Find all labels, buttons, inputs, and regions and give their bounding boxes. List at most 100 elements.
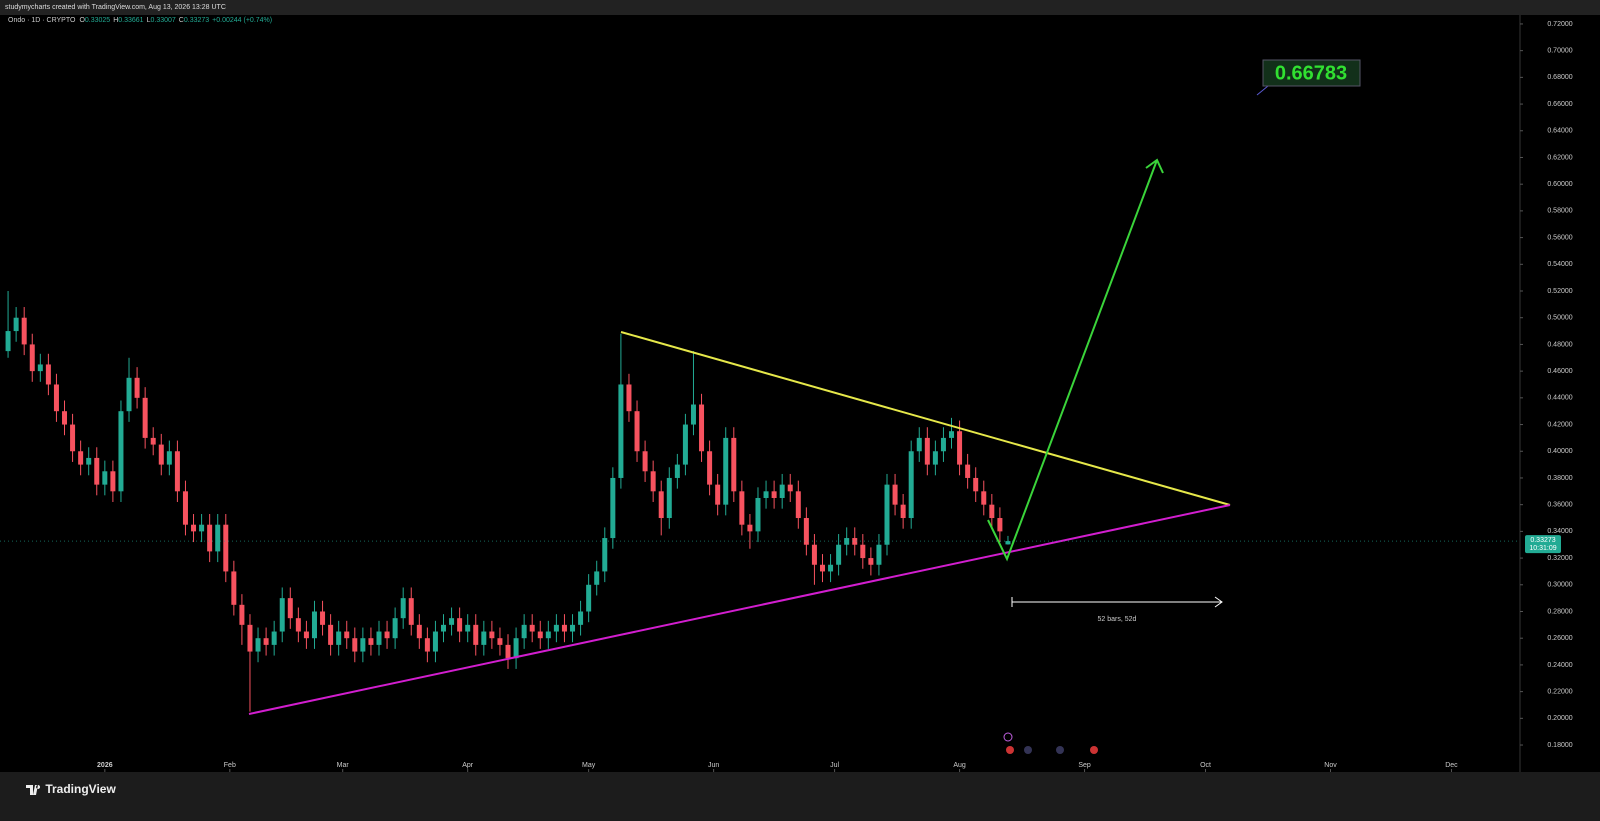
brand-text: TradingView xyxy=(45,782,116,796)
legend-value: +0.00244 (+0.74%) xyxy=(212,17,273,24)
y-tick-label: 0.56000 xyxy=(1547,234,1572,241)
x-tick-label: Apr xyxy=(462,762,474,769)
legend-key: L xyxy=(146,17,151,24)
x-tick-label: Nov xyxy=(1324,762,1337,769)
x-tick-label: Oct xyxy=(1200,762,1211,769)
candle-body xyxy=(465,624,471,632)
candle-body xyxy=(513,638,519,659)
x-tick-label: Jun xyxy=(708,762,719,769)
candle-body xyxy=(400,598,406,619)
candle-body xyxy=(126,377,132,412)
x-tick-label: Sep xyxy=(1078,762,1091,769)
trendline-lower xyxy=(248,504,1231,715)
candle-body xyxy=(78,451,84,465)
candle-body xyxy=(352,638,358,652)
candle-body xyxy=(473,624,479,645)
x-tick-label: Dec xyxy=(1445,762,1458,769)
candle-body xyxy=(376,631,382,645)
candle-body xyxy=(86,457,92,465)
y-tick-label: 0.20000 xyxy=(1547,715,1572,722)
candle-body xyxy=(279,598,285,632)
x-tick-label: Mar xyxy=(337,762,350,769)
candle-body xyxy=(392,618,398,639)
candle-body xyxy=(336,631,342,645)
candle-body xyxy=(957,431,963,465)
y-tick-label: 0.72000 xyxy=(1547,21,1572,28)
candle-body xyxy=(553,624,559,632)
legend-value: 0.33661 xyxy=(118,17,144,24)
y-tick-label: 0.48000 xyxy=(1547,341,1572,348)
candle-body xyxy=(223,524,229,572)
candle-body xyxy=(755,497,761,532)
candle-body xyxy=(328,624,334,645)
legend-value: 0.33273 xyxy=(183,17,210,24)
candle-body xyxy=(134,377,140,398)
candle-body xyxy=(594,571,600,585)
candle-body xyxy=(650,471,656,492)
candle-body xyxy=(94,457,100,485)
attribution: studymycharts created with TradingView.c… xyxy=(0,0,1600,15)
candle-body xyxy=(158,444,164,465)
candle-body xyxy=(5,331,11,352)
candle-body xyxy=(981,491,987,505)
y-tick-label: 0.42000 xyxy=(1547,421,1572,428)
candle-body xyxy=(989,504,995,519)
plot xyxy=(5,291,1011,712)
y-tick-label: 0.62000 xyxy=(1547,154,1572,161)
candle-body xyxy=(344,631,350,639)
legend-key: H xyxy=(113,17,119,24)
candle-body xyxy=(787,484,793,492)
candle-body xyxy=(690,404,696,425)
candle-body xyxy=(811,544,817,565)
candle-body xyxy=(771,491,777,498)
candle-body xyxy=(384,631,390,639)
candle-body xyxy=(166,451,172,465)
candle-body xyxy=(860,544,866,559)
candle-body xyxy=(432,631,438,652)
label-pointer xyxy=(1256,85,1269,96)
y-tick-label: 0.46000 xyxy=(1547,368,1572,375)
y-tick-label: 0.18000 xyxy=(1547,742,1572,749)
legend-value: 0.33007 xyxy=(150,17,176,24)
legend-value: 0.33025 xyxy=(84,17,111,24)
candle-body xyxy=(747,524,753,532)
candle-body xyxy=(795,491,801,519)
candle-body xyxy=(900,504,906,519)
last-price-box xyxy=(1525,535,1561,554)
candle-body xyxy=(481,631,487,645)
candle-body xyxy=(199,524,205,532)
candle-body xyxy=(932,451,938,465)
chart: 0.66783 52 bars, 52d 0.72000 0.70000 0.680… xyxy=(0,15,1573,772)
candle-body xyxy=(505,644,511,659)
candle-body xyxy=(239,604,245,625)
x-tick-label: 2026 xyxy=(97,762,113,769)
candle-body xyxy=(271,631,277,645)
candle-body xyxy=(642,451,648,472)
legend: Ondo · 1D · CRYPTO O0.33025 H0.33661 L0.330… xyxy=(8,17,275,24)
candle-body xyxy=(610,477,616,539)
candle-body xyxy=(819,564,825,572)
candle-body xyxy=(441,624,447,632)
range-label: 52 bars, 52d xyxy=(1098,616,1137,623)
candle-body xyxy=(215,524,221,552)
y-tick-label: 0.28000 xyxy=(1547,608,1572,615)
event-icons xyxy=(1003,732,1098,754)
candle-body xyxy=(255,638,261,652)
y-tick-label: 0.36000 xyxy=(1547,502,1572,509)
trendline-upper xyxy=(620,331,1231,506)
candle-body xyxy=(973,477,979,492)
y-tick-label: 0.32000 xyxy=(1547,555,1572,562)
candle-body xyxy=(110,471,116,492)
candle-body xyxy=(521,624,527,639)
candle-body xyxy=(457,618,463,632)
candle-body xyxy=(586,584,592,612)
y-tick-label: 0.26000 xyxy=(1547,635,1572,642)
candle-body xyxy=(924,437,930,465)
candle-body xyxy=(876,544,882,565)
last-price-label: 0.33273 xyxy=(1530,537,1555,544)
y-tick-label: 0.40000 xyxy=(1547,448,1572,455)
candle-body xyxy=(174,451,180,492)
y-tick-label: 0.52000 xyxy=(1547,288,1572,295)
y-tick-label: 0.64000 xyxy=(1547,128,1572,135)
candle-body xyxy=(247,624,253,652)
